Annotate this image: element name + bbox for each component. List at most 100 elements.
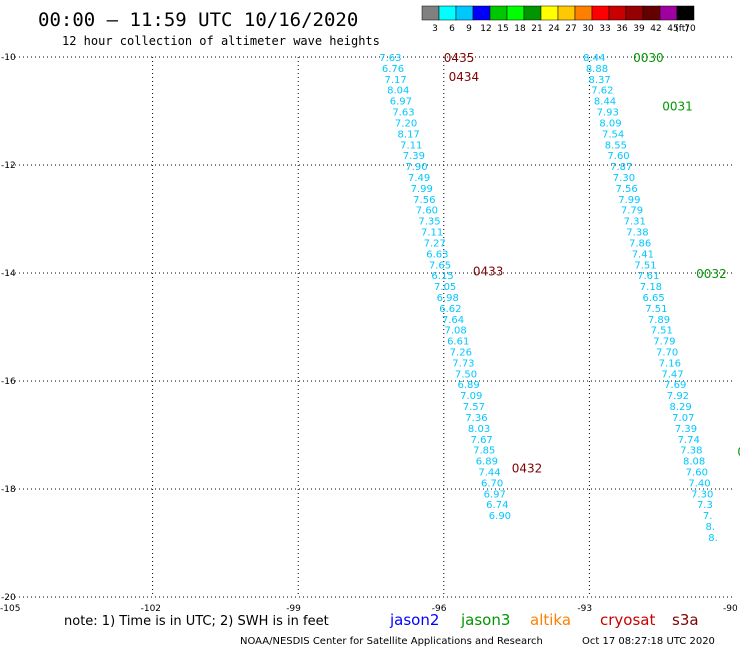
pass-time-labels: 0435 0434 0433 0432 0030 0031 0032 0 <box>444 51 740 475</box>
colorbar-swatch <box>421 5 440 21</box>
wave-height-value: 7.70 <box>656 348 678 359</box>
wave-height-value: 7.85 <box>473 446 495 457</box>
pass-time-label: 0433 <box>473 264 504 278</box>
colorbar-swatch <box>574 5 593 21</box>
x-tick-label: -102 <box>141 604 161 614</box>
wave-height-value: 7.16 <box>659 358 681 369</box>
pass-time-label: 0030 <box>633 51 664 65</box>
wave-height-value: 6.89 <box>476 457 498 468</box>
wave-height-value: 7.63 <box>379 53 401 64</box>
y-tick-label: -18 <box>1 485 16 495</box>
satellite-legend-altika: altika <box>530 611 571 629</box>
wave-height-value: 6.76 <box>382 64 404 75</box>
satellite-legend-cryosat: cryosat <box>600 611 655 629</box>
y-tick-label: -12 <box>1 161 16 171</box>
colorbar-tick-label: 24 <box>548 24 560 34</box>
wave-height-value: 7.73 <box>452 358 474 369</box>
wave-height-value: 7.60 <box>416 206 438 217</box>
wave-height-value: 7.08 <box>444 326 466 337</box>
wave-height-value: 7.60 <box>686 468 708 479</box>
wave-height-value: 7.57 <box>463 402 485 413</box>
wave-height-value: 6.97 <box>484 489 506 500</box>
colorbar-legend: 3 6 9 12 15 18 21 24 27 30 33 36 39 42 45 70(ft) <box>421 5 696 34</box>
wave-height-value: 8.03 <box>468 424 490 435</box>
wave-height-value: 8.08 <box>683 457 705 468</box>
wave-height-value: 7.79 <box>653 337 675 348</box>
wave-height-value: 8.88 <box>586 64 608 75</box>
wave-height-value: 7.39 <box>403 151 425 162</box>
y-tick-label: -16 <box>1 377 16 387</box>
wave-height-value: 7.38 <box>626 228 648 239</box>
wave-height-value: 7.38 <box>680 446 702 457</box>
wave-height-value: 6.62 <box>439 304 461 315</box>
wave-height-points: 7.636.767.178.046.977.637.208.177.117.39… <box>379 53 717 544</box>
colorbar-swatch <box>557 5 576 21</box>
wave-height-value: 8.17 <box>398 129 420 140</box>
wave-height-value: 7.11 <box>400 140 422 151</box>
map-grid <box>7 56 735 598</box>
wave-height-value: 7.99 <box>618 195 640 206</box>
wave-height-value: 8.44 <box>594 97 616 108</box>
y-tick-label: -20 <box>1 593 16 603</box>
colorbar-tick-label: 45 <box>667 24 678 34</box>
colorbar-swatch <box>659 5 678 21</box>
wave-height-value: 7.18 <box>640 282 662 293</box>
y-tick-label: -14 <box>1 269 16 279</box>
colorbar-swatch <box>608 5 627 21</box>
y-tick-label: -10 <box>1 53 16 63</box>
colorbar-swatch <box>455 5 474 21</box>
wave-height-value: 8.29 <box>669 402 691 413</box>
colorbar-swatch <box>591 5 610 21</box>
wave-height-value: 7.87 <box>610 162 632 173</box>
colorbar-tick-label: 3 <box>432 24 438 34</box>
colorbar-unit-label: (ft) <box>675 24 689 34</box>
colorbar-swatch <box>472 5 491 21</box>
wave-height-value: 7.63 <box>392 108 414 119</box>
wave-height-value: 6.98 <box>437 293 459 304</box>
wave-height-value: 7.17 <box>384 75 406 86</box>
pass-time-label: 0032 <box>696 267 727 281</box>
wave-height-value: 6.61 <box>447 337 469 348</box>
colorbar-tick-label: 9 <box>466 24 472 34</box>
wave-height-value: 7.49 <box>408 173 430 184</box>
wave-height-value: 7.05 <box>434 282 456 293</box>
wave-height-value: 7.39 <box>675 424 697 435</box>
x-tick-label: -99 <box>286 604 301 614</box>
wave-height-value: 7.62 <box>591 86 613 97</box>
wave-height-value: 7.56 <box>413 195 435 206</box>
wave-height-value: 7.41 <box>632 249 654 260</box>
colorbar-swatch <box>676 5 695 21</box>
pass-time-label: 0432 <box>512 461 543 475</box>
wave-height-value: 7.51 <box>645 304 667 315</box>
colorbar-tick-label: 36 <box>616 24 628 34</box>
wave-height-value: 7.20 <box>395 118 417 129</box>
wave-height-value: 7.07 <box>672 413 694 424</box>
wave-height-value: 8. <box>706 522 716 533</box>
wave-height-value: 7.56 <box>616 184 638 195</box>
wave-height-value: 7.47 <box>661 369 683 380</box>
wave-height-value: 7. <box>703 511 713 522</box>
wave-height-value: 6.89 <box>458 380 480 391</box>
wave-height-value: 8.04 <box>387 86 409 97</box>
x-tick-label: -96 <box>432 604 447 614</box>
chart-title: 00:00 – 11:59 UTC 10/16/2020 <box>38 9 358 31</box>
wave-height-value: 8. <box>708 533 718 544</box>
wave-height-value: 7.69 <box>664 380 686 391</box>
colorbar-tick-label: 15 <box>497 24 508 34</box>
wave-height-value: 7.36 <box>465 413 487 424</box>
colorbar-tick-label: 70 <box>684 24 696 34</box>
wave-height-value: 7.61 <box>637 271 659 282</box>
wave-height-value: 7.44 <box>478 468 500 479</box>
wave-height-value: 6.63 <box>426 249 448 260</box>
colorbar-swatch <box>625 5 644 21</box>
colorbar-tick-label: 27 <box>565 24 576 34</box>
wave-height-value: 8.55 <box>605 140 627 151</box>
wave-height-value: 7.60 <box>607 151 629 162</box>
wave-height-value: 7.51 <box>651 326 673 337</box>
chart-subtitle: 12 hour collection of altimeter wave hei… <box>62 34 380 48</box>
wave-height-value: 7.99 <box>411 184 433 195</box>
wave-height-value: 7.89 <box>648 315 670 326</box>
wave-height-value: 7.64 <box>442 315 464 326</box>
footer-note: note: 1) Time is in UTC; 2) SWH is in fe… <box>64 614 329 629</box>
wave-height-value: 8.09 <box>599 118 621 129</box>
